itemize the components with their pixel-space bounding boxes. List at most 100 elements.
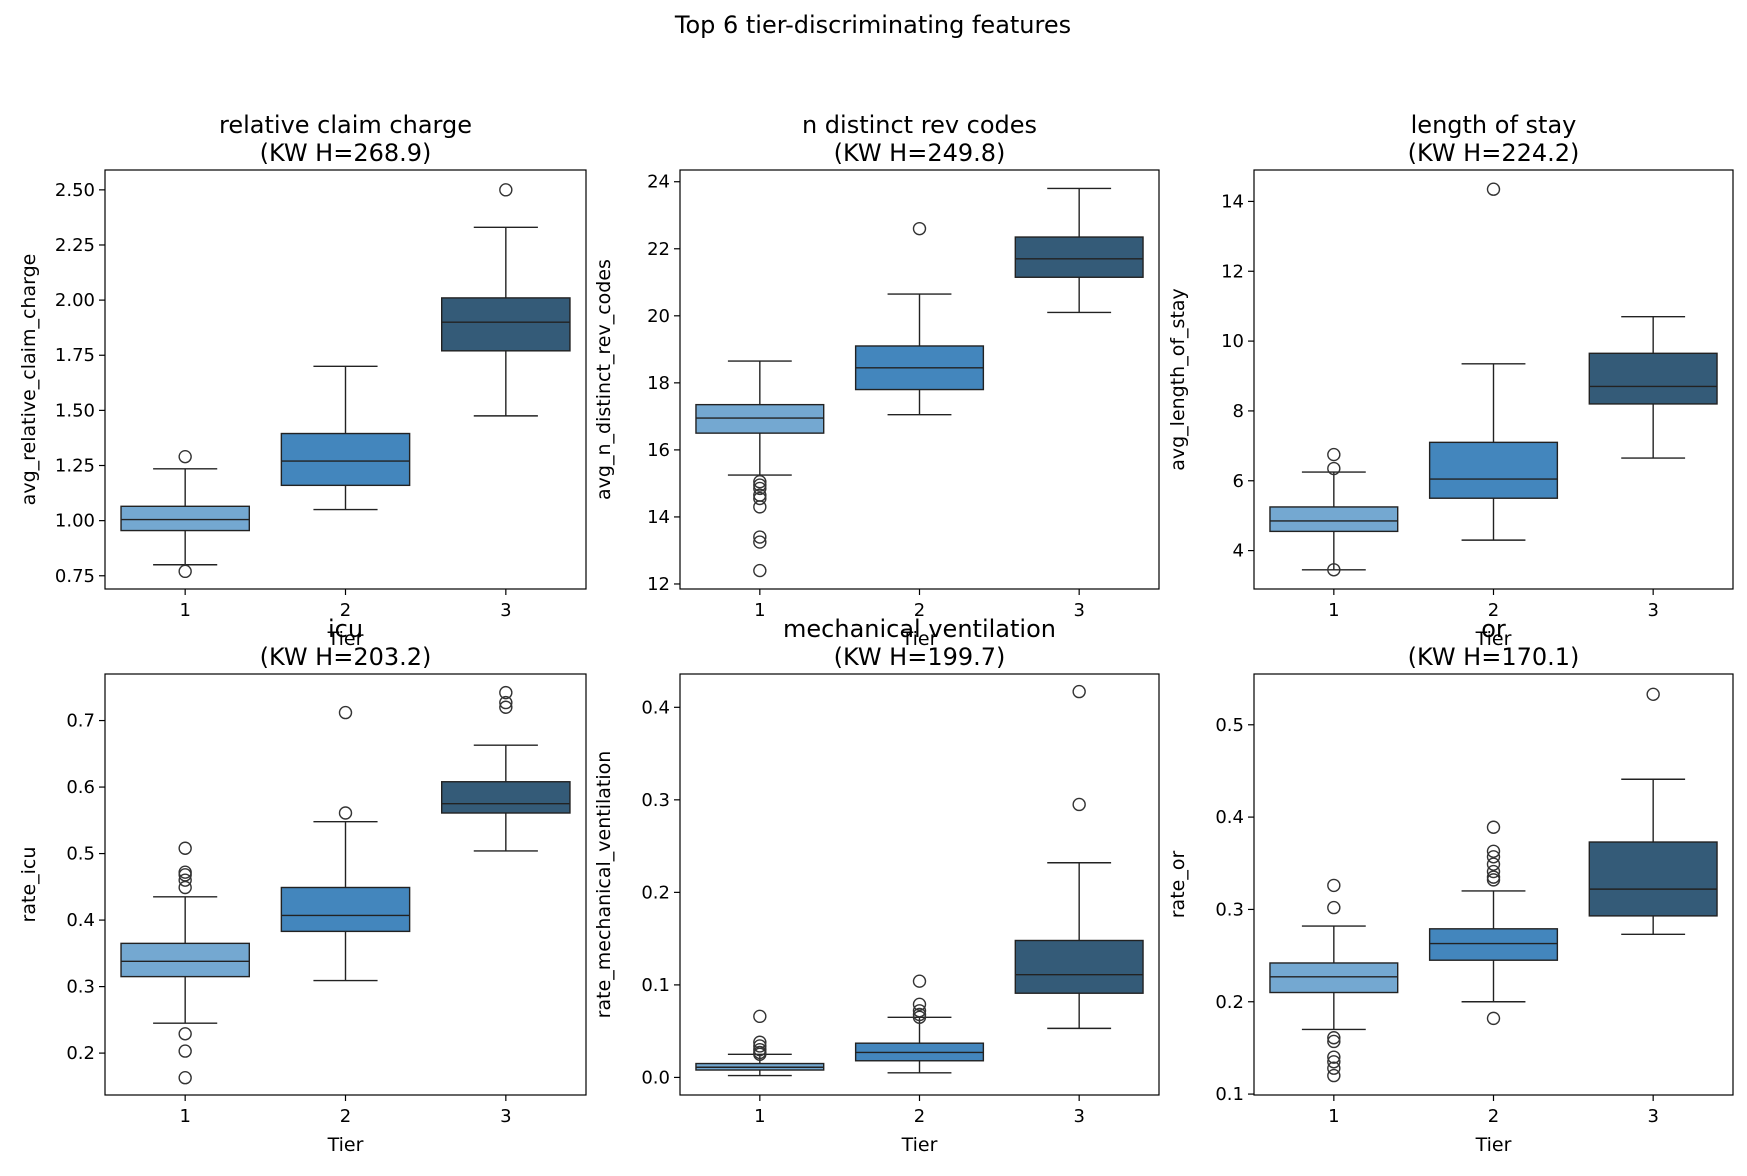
outlier-point xyxy=(912,221,927,236)
x-tick-label: 3 xyxy=(500,1106,511,1127)
outlier-point xyxy=(753,1047,767,1061)
subplot-subtitle: (KW H=170.1) xyxy=(1408,643,1580,671)
box-tier-3 xyxy=(1014,684,1144,1030)
x-tick-label: 2 xyxy=(340,600,351,621)
outlier-point xyxy=(753,563,767,578)
figure-title: Top 6 tier-discriminating features xyxy=(674,11,1071,39)
outlier-point xyxy=(1646,687,1660,702)
outlier-point xyxy=(1486,850,1501,864)
outlier-point xyxy=(912,1004,927,1018)
subplot-2: n distinct rev codes(KW H=249.8)12141618… xyxy=(593,111,1160,650)
subplot-1: relative claim charge(KW H=268.9) 0.75 1.0… xyxy=(18,111,587,650)
box-iqr xyxy=(280,886,411,933)
outlier-point xyxy=(912,997,927,1012)
x-tick-label: 2 xyxy=(340,1106,351,1127)
y-tick-label: 2.00 xyxy=(55,290,95,311)
subplot-grid: relative claim charge(KW H=268.9) 0.75 1.0… xyxy=(18,111,1734,1156)
y-tick-label: 0.75 xyxy=(55,566,95,587)
y-tick-label: 2.50 xyxy=(55,180,95,201)
outlier-point xyxy=(499,685,513,700)
box-iqr xyxy=(1014,236,1144,278)
outlier-point xyxy=(1072,684,1086,699)
y-tick-label: 0.1 xyxy=(1215,1084,1244,1105)
y-tick-label: 22 xyxy=(647,239,670,260)
x-axis-label: Tier xyxy=(1475,628,1512,650)
outlier-point xyxy=(1327,563,1341,577)
y-tick-label: 24 xyxy=(647,172,670,193)
y-axis-label: rate_or xyxy=(1167,851,1189,919)
box-iqr xyxy=(1588,352,1718,405)
outlier-point xyxy=(1327,1031,1341,1045)
outlier-point xyxy=(1327,447,1341,462)
subplot-subtitle: (KW H=268.9) xyxy=(260,139,432,167)
box-iqr xyxy=(280,432,411,487)
y-tick-label: 0.7 xyxy=(66,711,95,732)
outlier-point xyxy=(1486,1011,1501,1026)
outlier-point xyxy=(1486,864,1501,879)
y-tick-label: 0.1 xyxy=(641,975,670,996)
y-tick-label: 0.4 xyxy=(66,910,95,931)
outlier-point xyxy=(912,1010,927,1024)
box-iqr xyxy=(120,505,250,532)
y-tick-label: 8 xyxy=(1233,401,1244,422)
outlier-point xyxy=(753,1009,767,1024)
x-tick-label: 2 xyxy=(914,600,925,621)
outlier-point xyxy=(499,695,513,710)
x-tick-label: 1 xyxy=(179,600,190,621)
box-tier-3 xyxy=(1588,687,1718,936)
subplot-5: mechanical ventilation(KW H=199.7) 0.0 0.1… xyxy=(593,615,1160,1156)
y-tick-label: 0.5 xyxy=(66,844,95,865)
outlier-point xyxy=(753,478,767,492)
outlier-point xyxy=(499,183,513,197)
y-tick-label: 0.5 xyxy=(1215,715,1244,736)
box-tier-3 xyxy=(441,685,571,852)
subplot-6: or(KW H=170.1) 0.1 0.2 0.3 0.4 0.5 1 2 3 Tier rate… xyxy=(1167,615,1734,1156)
y-tick-label: 0.3 xyxy=(1215,899,1244,920)
box-iqr xyxy=(120,942,250,978)
box-tier-3 xyxy=(1014,187,1144,314)
box-tier-1 xyxy=(120,841,250,1085)
x-tick-label: 1 xyxy=(1328,1106,1339,1127)
y-tick-label: 20 xyxy=(647,306,670,327)
box-iqr xyxy=(1269,506,1399,533)
outlier-point xyxy=(1327,461,1341,476)
y-tick-label: 1.50 xyxy=(55,400,95,421)
subplot-title: relative claim charge xyxy=(219,111,472,139)
outlier-point xyxy=(1486,844,1501,858)
box-tier-1 xyxy=(120,449,250,579)
outlier-point xyxy=(753,475,767,489)
x-tick-label: 3 xyxy=(1073,600,1084,621)
outlier-point xyxy=(178,1044,192,1058)
y-tick-label: 0.3 xyxy=(641,790,670,811)
outlier-point xyxy=(1327,878,1341,893)
x-axis-label: Tier xyxy=(901,1134,938,1156)
y-axis-label: rate_icu xyxy=(18,847,40,923)
subplot-title: icu xyxy=(328,615,363,643)
y-tick-label: 0.4 xyxy=(641,697,670,718)
y-tick-label: 0.0 xyxy=(641,1067,670,1088)
box-iqr xyxy=(441,781,571,814)
y-axis-label: rate_mechanical_ventilation xyxy=(593,751,615,1019)
outlier-point xyxy=(178,841,192,855)
subplot-title: mechanical ventilation xyxy=(783,615,1056,643)
y-tick-label: 6 xyxy=(1233,471,1244,492)
outlier-point xyxy=(338,806,353,820)
outlier-point xyxy=(1072,797,1086,812)
x-tick-label: 1 xyxy=(754,1106,765,1127)
outlier-point xyxy=(499,700,513,714)
x-axis-label: Tier xyxy=(327,1134,364,1156)
y-tick-label: 12 xyxy=(647,574,670,595)
outlier-point xyxy=(178,449,192,464)
box-tier-1 xyxy=(695,360,825,578)
y-tick-label: 14 xyxy=(1221,191,1244,212)
box-tier-2 xyxy=(280,365,411,511)
outlier-point xyxy=(1327,1055,1341,1069)
outlier-point xyxy=(1486,820,1501,834)
y-tick-label: 2.25 xyxy=(55,235,95,256)
y-tick-label: 0.2 xyxy=(641,882,670,903)
x-axis-label: Tier xyxy=(901,628,938,650)
outlier-point xyxy=(753,500,767,514)
